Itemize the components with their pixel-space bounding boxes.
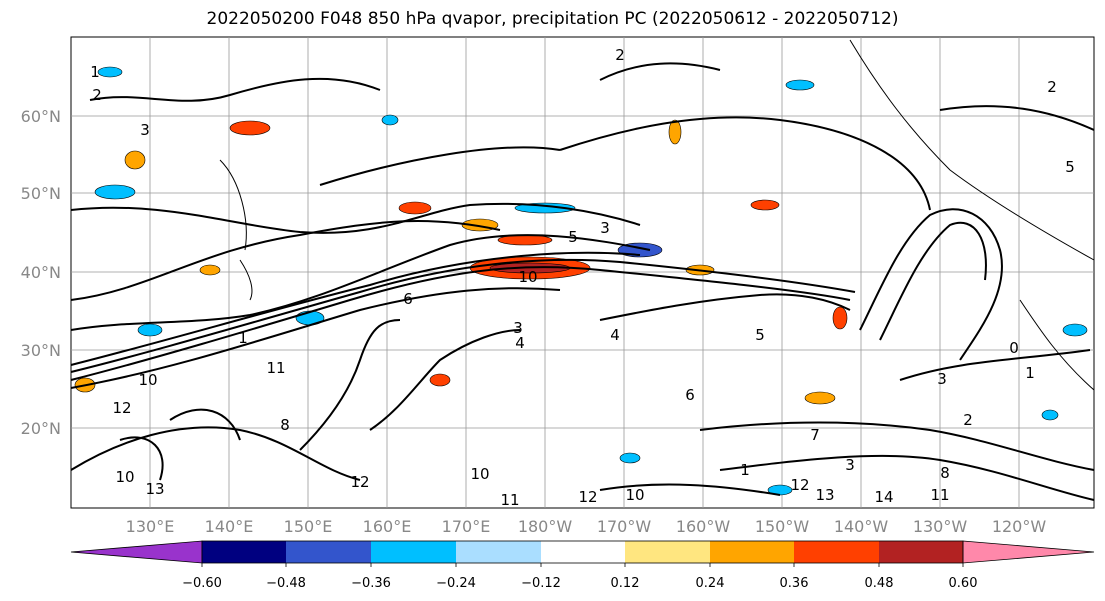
contour-label: 1 [740,461,750,479]
contour-label: 8 [940,464,950,482]
contour-label: 6 [403,290,413,308]
coastlines [219,39,1095,391]
colorbar-tick-label: 0.48 [865,576,894,591]
lat-label: 60°N [21,107,61,126]
colorbar-tick-label: −0.48 [266,576,306,591]
lat-label: 40°N [21,263,61,282]
colorbar-extend-high [962,540,1095,564]
contour-label: 14 [874,488,893,506]
lon-label: 160°W [676,517,731,536]
longitude-labels: 130°E 140°E 150°E 160°E 170°E 180°W 170°W 160°W… [126,517,1047,536]
colorbar-tick-label: 0.12 [611,576,640,591]
lon-label: 150°W [755,517,810,536]
contour-label: 5 [568,228,578,246]
contour-label: 4 [515,334,525,352]
contour-label: 3 [845,456,855,474]
lon-label: 120°W [992,517,1047,536]
contour-label: 0 [1009,339,1019,357]
colorbar-segment [371,541,456,563]
colorbar-segment [286,541,371,563]
contour-label: 5 [755,326,765,344]
colorbar-extend-low [70,540,203,564]
contour-label: 4 [610,326,620,344]
contour-label: 1 [90,63,100,81]
contour-label: 3 [140,121,150,139]
contour-label: 10 [518,268,537,286]
lat-label: 50°N [21,184,61,203]
contour-label: 10 [138,371,157,389]
colorbar-tick-label: −0.24 [436,576,476,591]
contour-label: 11 [500,491,519,509]
colorbar-segment [625,541,710,563]
colorbar-segment [541,541,625,563]
contour-label: 10 [625,486,644,504]
lon-label: 140°W [834,517,889,536]
contour-label: 6 [685,386,695,404]
contour-label: 3 [937,370,947,388]
lon-label: 140°E [205,517,254,536]
contour-label: 10 [115,468,134,486]
colorbar-tick-label: 0.36 [780,576,809,591]
contour-label: 12 [790,476,809,494]
lon-label: 170°W [597,517,652,536]
qvapor-contours [70,62,1095,501]
contour-label: 2 [963,411,973,429]
contour-label: 3 [600,219,610,237]
contour-label: 12 [578,488,597,506]
lon-label: 150°E [284,517,333,536]
lon-label: 130°E [126,517,175,536]
contour-label: 1 [238,329,248,347]
colorbar [70,540,1095,564]
latitude-labels: 60°N 50°N 40°N 30°N 20°N [21,107,61,438]
colorbar-tick-label: −0.12 [521,576,561,591]
contour-label: 1 [1025,364,1035,382]
contour-label: 2 [615,46,625,64]
contour-label: 10 [470,465,489,483]
contour-label: 8 [280,416,290,434]
contour-label: 2 [1047,78,1057,96]
contour-label: 7 [810,426,820,444]
chart-title: 2022050200 F048 850 hPa qvapor, precipit… [206,9,899,29]
colorbar-tick-label: −0.36 [351,576,391,591]
colorbar-segment [794,541,879,563]
colorbar-segment [202,541,286,563]
lon-label: 130°W [913,517,968,536]
colorbar-tick-label: 0.60 [949,576,978,591]
colorbar-tick-label: −0.60 [182,576,222,591]
contour-label: 12 [112,399,131,417]
lon-label: 160°E [363,517,412,536]
colorbar-segment [456,541,541,563]
lat-label: 30°N [21,341,61,360]
lat-label: 20°N [21,419,61,438]
contour-label: 3 [513,319,523,337]
lon-label: 180°W [518,517,573,536]
colorbar-segment [710,541,794,563]
colorbar-tick-label: 0.24 [696,576,725,591]
colorbar-segment [879,541,963,563]
contour-label: 5 [1065,158,1075,176]
contour-label: 2 [92,86,102,104]
colorbar-labels: −0.60 −0.48 −0.36 −0.24 −0.12 0.12 0.24 0.36 0.4… [182,563,977,591]
contour-label: 13 [815,486,834,504]
contour-label: 11 [930,486,949,504]
contour-label: 12 [350,473,369,491]
lon-label: 170°E [442,517,491,536]
contour-label: 13 [145,480,164,498]
contour-label: 11 [266,359,285,377]
